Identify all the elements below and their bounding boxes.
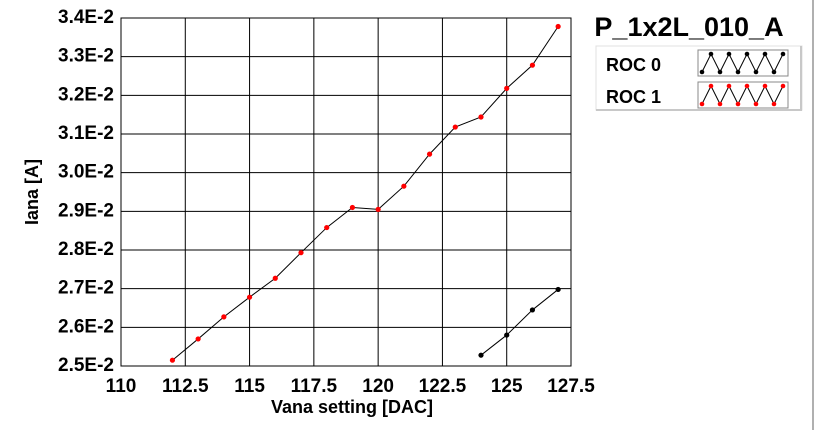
legend-swatch-marker (726, 51, 732, 57)
x-tick-label: 117.5 (291, 376, 338, 397)
legend-swatch-marker (735, 69, 741, 75)
legend-swatch-marker (771, 101, 777, 107)
data-point-1 (401, 183, 407, 189)
plot-background (121, 18, 571, 366)
data-point-1 (555, 23, 561, 30)
y-tick-label: 2.7E-2 (58, 278, 114, 299)
legend-swatch-marker (753, 69, 759, 75)
legend-swatch-marker (735, 101, 741, 107)
x-tick-label: 120 (362, 376, 394, 397)
y-tick-label: 3.0E-2 (58, 162, 114, 183)
data-point-0 (504, 332, 510, 338)
data-point-1 (221, 314, 227, 320)
legend-swatch-marker (771, 69, 777, 75)
legend-swatch-roc-0 (697, 49, 789, 77)
series-layer (169, 23, 561, 363)
plot-title: P_1x2L_010_A (594, 12, 783, 42)
data-point-1 (349, 204, 356, 211)
y-tick-labels: 2.5E-2 2.6E-2 2.7E-2 2.8E-2 2.9E-2 3.0E-2 3.1E… (58, 7, 114, 376)
legend-swatch-marker (699, 69, 705, 75)
y-tick-label: 3.4E-2 (58, 7, 114, 28)
legend-swatch-marker (762, 51, 768, 57)
data-point-1 (169, 357, 176, 363)
data-point-1 (246, 294, 253, 300)
data-point-0 (478, 352, 484, 358)
legend-swatch-marker (780, 83, 786, 89)
legend: ROC 0 ROC 1 (595, 45, 803, 111)
data-point-1 (298, 250, 304, 256)
series-line-1 (172, 26, 559, 361)
x-tick-labels: 110 112.5 115 117.5 120 122.5 125 127.5 (106, 376, 596, 397)
x-tick-label: 125 (491, 376, 523, 397)
y-tick-label: 3.1E-2 (58, 123, 114, 144)
data-point-1 (375, 206, 381, 212)
x-tick-label: 115 (234, 376, 265, 397)
plot-frame (120, 17, 572, 367)
legend-swatch-marker (699, 101, 705, 107)
data-point-0 (529, 307, 536, 313)
data-point-0 (555, 286, 561, 293)
y-tick-label: 3.3E-2 (58, 46, 114, 67)
legend-swatch-line (701, 84, 784, 106)
data-point-1 (529, 62, 536, 68)
legend-swatch-line (701, 52, 784, 74)
data-point-1 (504, 85, 510, 91)
legend-label-roc-1: ROC 1 (606, 87, 661, 107)
y-tick-label: 2.6E-2 (58, 316, 114, 337)
data-point-1 (426, 151, 433, 157)
x-tick-label: 122.5 (419, 376, 467, 397)
x-tick-label: 112.5 (162, 376, 209, 397)
legend-label-roc-0: ROC 0 (606, 55, 661, 75)
legend-swatch-marker (717, 69, 723, 75)
data-point-1 (478, 114, 484, 120)
legend-swatch-marker (780, 51, 786, 57)
legend-swatch-roc-1 (697, 81, 789, 109)
legend-swatch-marker (708, 51, 714, 57)
series-line-0 (480, 289, 559, 356)
data-point-1 (195, 336, 201, 342)
data-point-1 (452, 124, 458, 130)
legend-swatch-marker (744, 51, 750, 57)
y-tick-label: 2.8E-2 (58, 239, 114, 260)
y-tick-label: 3.2E-2 (58, 84, 114, 105)
x-axis-title: Vana setting [DAC] (271, 397, 433, 417)
x-tick-label: 127.5 (547, 376, 595, 397)
legend-swatch-marker (762, 83, 768, 89)
x-tick-label: 110 (106, 376, 137, 397)
y-axis-title: Iana [A] (22, 159, 42, 225)
legend-swatch-marker (717, 101, 723, 107)
legend-swatch-marker (744, 83, 750, 89)
data-point-1 (324, 224, 330, 231)
legend-swatch-marker (726, 83, 732, 89)
legend-swatch-marker (708, 83, 714, 89)
legend-swatch-marker (753, 101, 759, 107)
y-tick-label: 2.9E-2 (58, 200, 114, 221)
data-point-1 (272, 275, 278, 281)
y-tick-label: 2.5E-2 (58, 355, 114, 376)
